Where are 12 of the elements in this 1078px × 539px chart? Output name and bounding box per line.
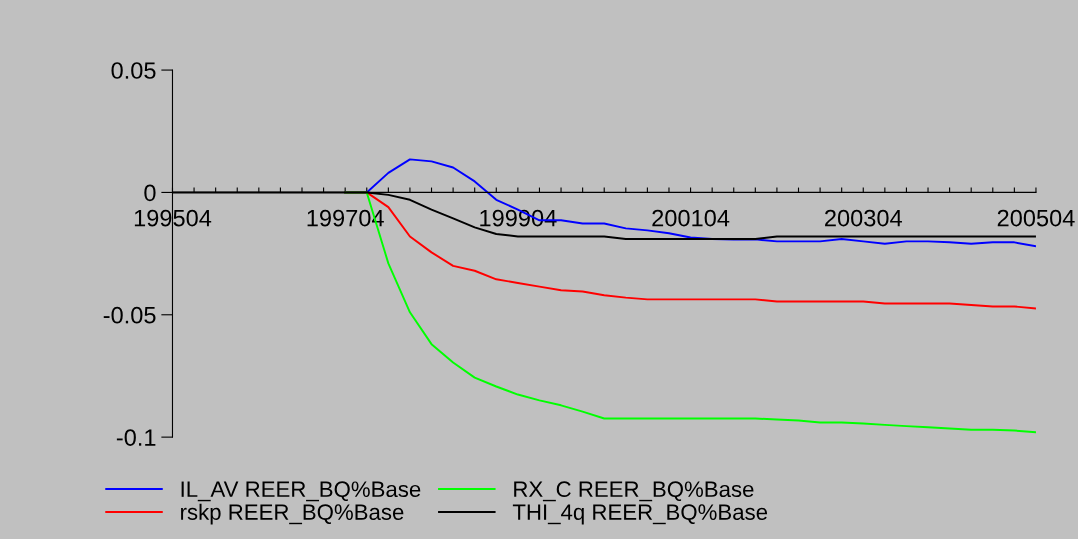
legend-label: rskp REER_BQ%Base	[181, 503, 404, 525]
y-tick-label: 0	[144, 184, 156, 202]
legend-label: RX_C REER_BQ%Base	[514, 481, 754, 502]
x-tick-label: 200304	[825, 209, 902, 227]
x-tick-label: 200104	[652, 209, 730, 227]
legend-label: THI_4q REER_BQ%Base	[512, 504, 768, 525]
legend-label: IL_AV REER_BQ%Base	[181, 481, 421, 502]
x-tick-label: 199904	[480, 209, 557, 227]
y-tick-label: -0.05	[103, 306, 156, 324]
y-tick-label: -0.1	[116, 429, 156, 446]
x-tick-label: 200504	[997, 209, 1075, 227]
y-tick-label: 0.05	[111, 62, 156, 79]
